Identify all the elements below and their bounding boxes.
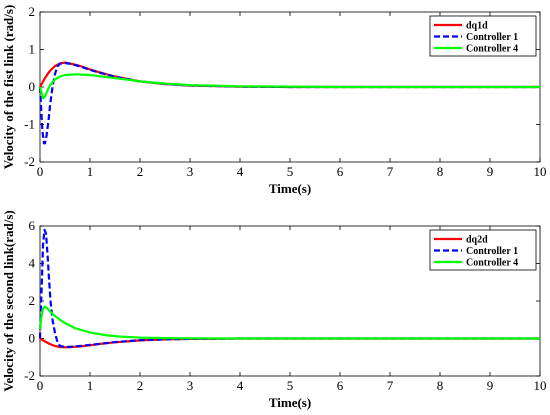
y-tick-label: -1 xyxy=(24,117,35,132)
y-tick-label: -2 xyxy=(24,368,35,383)
legend-entry: Controller 1 xyxy=(466,246,518,257)
legend-entry: dq2d xyxy=(466,235,488,246)
chart-first-link-velocity: 0 1 2 3 4 5 6 7 8 9 10 -2 -1 0 1 2 Time(s) Velocity of… xyxy=(1,4,547,196)
x-tick-label: 5 xyxy=(287,378,294,393)
x-tick-label: 4 xyxy=(237,164,244,179)
series-line-controller-4 xyxy=(38,305,540,340)
x-tick-label: 1 xyxy=(87,378,94,393)
x-tick-label: 6 xyxy=(337,164,344,179)
series-line-controller-4 xyxy=(38,73,540,100)
legend-entry: dq1d xyxy=(466,21,488,32)
x-tick-label: 9 xyxy=(487,378,494,393)
legend-entry: Controller 4 xyxy=(466,44,518,55)
legend-entry: Controller 4 xyxy=(466,258,518,269)
x-tick-label: 3 xyxy=(187,378,194,393)
x-tick-label: 3 xyxy=(187,164,194,179)
y-tick-label: 4 xyxy=(29,256,36,271)
series-group-1 xyxy=(38,61,540,145)
x-tick-label: 8 xyxy=(437,378,444,393)
x-tick-label: 8 xyxy=(437,164,444,179)
x-axis-label-2: Time(s) xyxy=(269,395,311,410)
x-ticks-1: 0 1 2 3 4 5 6 7 8 9 10 xyxy=(37,12,547,179)
y-axis-label-2: Velocity of the second link(rad/s) xyxy=(1,210,16,392)
x-tick-label: 5 xyxy=(287,164,294,179)
x-tick-label: 0 xyxy=(37,378,44,393)
x-tick-label: 0 xyxy=(37,164,44,179)
x-tick-label: 2 xyxy=(137,164,144,179)
x-tick-label: 9 xyxy=(487,164,494,179)
y-tick-label: 2 xyxy=(29,293,36,308)
y-axis-label-1: Velocity of the fist link (rad/s) xyxy=(1,5,16,170)
x-tick-label: 6 xyxy=(337,378,344,393)
y-tick-label: 0 xyxy=(29,331,36,346)
series-group-2 xyxy=(38,228,540,349)
x-tick-label: 2 xyxy=(137,378,144,393)
x-tick-label: 10 xyxy=(534,378,547,393)
x-tick-label: 4 xyxy=(237,378,244,393)
y-tick-label: 6 xyxy=(29,218,36,233)
x-tick-label: 7 xyxy=(387,164,394,179)
x-tick-label: 10 xyxy=(534,164,547,179)
y-tick-label: 0 xyxy=(29,79,36,94)
x-tick-label: 1 xyxy=(87,164,94,179)
x-tick-label: 7 xyxy=(387,378,394,393)
y-tick-label: 2 xyxy=(29,4,36,19)
legend-entry: Controller 1 xyxy=(466,32,518,43)
y-tick-label: 1 xyxy=(29,42,36,57)
y-tick-label: -2 xyxy=(24,154,35,169)
x-axis-label-1: Time(s) xyxy=(269,181,311,196)
x-ticks-2: 0 1 2 3 4 5 6 7 8 9 10 xyxy=(37,226,547,393)
